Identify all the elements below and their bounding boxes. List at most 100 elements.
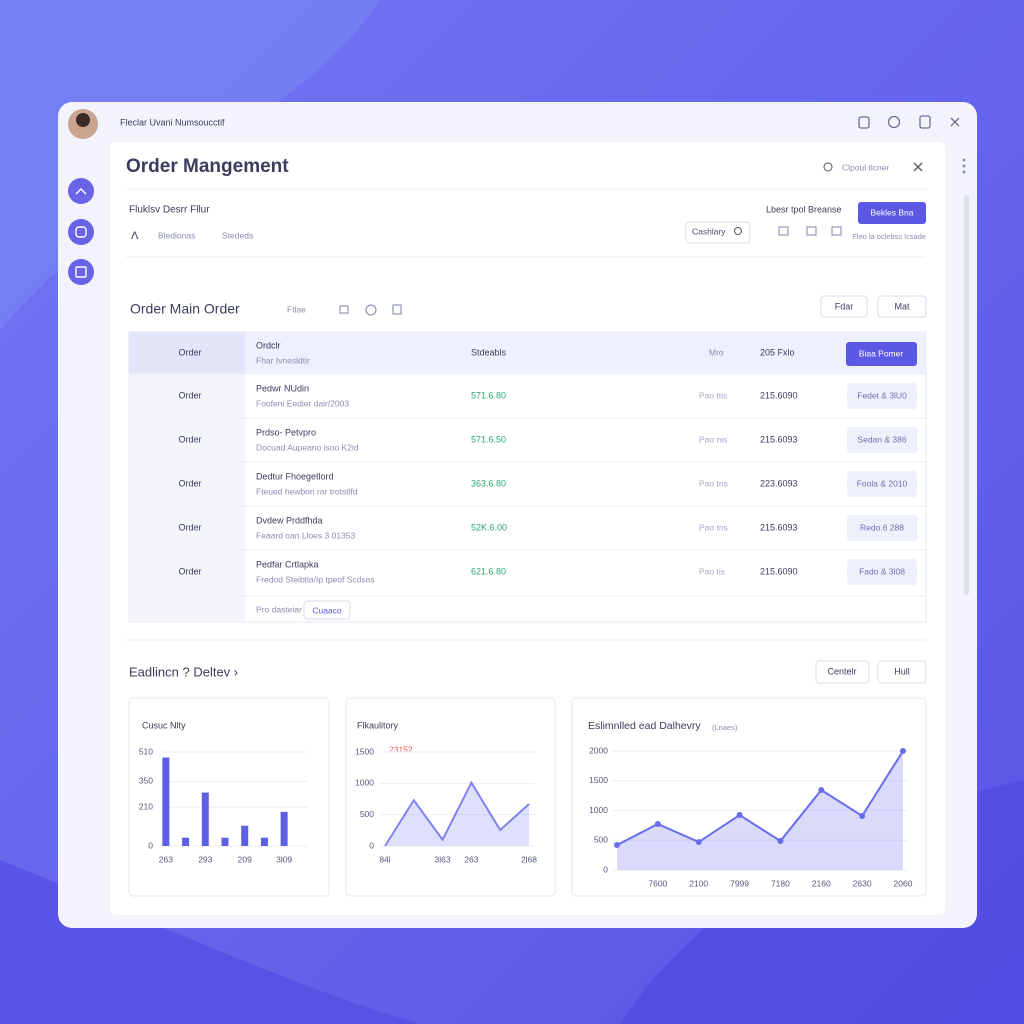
x-tick-label: 209 xyxy=(238,854,252,864)
section-title: Eadlincn ? Deltev › xyxy=(129,664,238,679)
icon[interactable] xyxy=(887,115,901,129)
nav-glyph xyxy=(75,188,87,195)
nav-icon[interactable] xyxy=(68,178,94,204)
icon[interactable] xyxy=(806,226,817,236)
bar xyxy=(221,837,229,846)
cell: Order xyxy=(178,566,201,576)
header-cell: Fhar Ivnesldtir xyxy=(256,355,310,365)
table-header xyxy=(129,332,245,374)
tab[interactable]: Stededs xyxy=(222,230,253,240)
dropdown-label: Cashlary xyxy=(692,226,726,236)
x-tick-label: 2060 xyxy=(894,878,913,888)
point xyxy=(654,821,661,828)
bar xyxy=(201,792,209,846)
point xyxy=(859,812,866,819)
button-label: Centelr xyxy=(827,666,856,676)
table-frame xyxy=(128,331,927,623)
row-button[interactable] xyxy=(847,471,917,497)
icon[interactable] xyxy=(919,115,931,129)
row-button[interactable] xyxy=(847,515,917,541)
icon[interactable] xyxy=(365,304,377,316)
button[interactable] xyxy=(303,600,351,620)
x-tick-label: 263 xyxy=(159,854,173,864)
search-input[interactable]: Clpoul tlcner xyxy=(842,162,889,172)
button-label: Cuaaco xyxy=(312,605,342,615)
cell: 571.6.50 xyxy=(471,434,506,444)
filter-label[interactable]: Ftlae xyxy=(287,304,306,314)
cell: Dvdew Prddfhda xyxy=(256,515,323,525)
x-tick-label: 2630 xyxy=(853,878,872,888)
y-tick-label: 1500 xyxy=(589,775,608,785)
x-tick-label: 7180 xyxy=(771,878,790,888)
search-icon[interactable] xyxy=(823,162,833,172)
button-label: Foola & 2010 xyxy=(857,478,908,488)
cell: Prdso- Petvpro xyxy=(256,427,316,437)
dropdown[interactable] xyxy=(685,221,751,244)
tab[interactable]: Bledlonas xyxy=(158,230,195,240)
bar xyxy=(241,825,249,846)
point xyxy=(900,748,906,754)
close-icon[interactable] xyxy=(913,162,923,172)
cell: Dedtur Fhoegetlord xyxy=(256,471,334,481)
x-tick-label: 84l xyxy=(379,854,390,864)
cell: 215.6093 xyxy=(760,522,798,532)
button[interactable] xyxy=(877,295,927,318)
cell: Foofeni Eedier dair/2003 xyxy=(256,398,349,408)
row-button[interactable] xyxy=(847,559,917,585)
icon[interactable] xyxy=(392,304,402,315)
bar xyxy=(280,811,288,846)
y-tick-label: 0 xyxy=(369,840,374,850)
area xyxy=(385,782,529,846)
header-cell: Stdeabls xyxy=(471,347,507,357)
chart-title: Flkaulitory xyxy=(357,720,399,730)
x-tick-label: 3l09 xyxy=(276,854,292,864)
button-label: Fdar xyxy=(835,301,854,311)
icon[interactable] xyxy=(778,226,789,236)
y-tick-label: 500 xyxy=(360,809,374,819)
row-button[interactable] xyxy=(847,427,917,453)
primary-button[interactable] xyxy=(846,342,917,366)
chart-title: Cusuc Nlty xyxy=(142,720,186,730)
nav-icon[interactable] xyxy=(68,259,94,285)
page-title: Order Mangement xyxy=(126,156,289,177)
point xyxy=(818,786,825,793)
cell: Pao tis xyxy=(699,566,725,576)
button-label: Sedan & 386 xyxy=(857,434,906,444)
cell: Pao nis xyxy=(699,434,727,444)
row-button[interactable] xyxy=(847,383,917,409)
line xyxy=(616,750,904,846)
button[interactable] xyxy=(820,295,868,318)
icon[interactable] xyxy=(339,305,349,314)
y-tick-label: 1000 xyxy=(589,805,608,815)
y-tick-label: 510 xyxy=(139,746,153,756)
point xyxy=(736,812,743,819)
cell: Pao ttis xyxy=(699,390,727,400)
button[interactable] xyxy=(815,660,870,684)
area xyxy=(617,751,903,870)
icon[interactable] xyxy=(831,226,842,236)
link[interactable]: Lbesr tpol Breanse xyxy=(766,204,842,214)
cell: Fredod Steibtla/Ip tpeof Scdsas xyxy=(256,574,375,584)
cell: Feaard oan Lloes 3 01353 xyxy=(256,530,356,540)
nav-icon[interactable] xyxy=(68,219,94,245)
bar xyxy=(182,837,190,846)
point xyxy=(695,839,702,846)
line xyxy=(384,780,530,847)
table-header xyxy=(245,332,926,374)
icon[interactable] xyxy=(858,116,870,129)
cell: 223.6093 xyxy=(760,478,798,488)
scrollbar[interactable] xyxy=(964,195,969,595)
bar xyxy=(162,757,170,846)
close-icon[interactable] xyxy=(950,117,960,127)
nav-glyph xyxy=(75,266,87,278)
cell: 215.6090 xyxy=(760,390,798,400)
cell: Order xyxy=(178,522,201,532)
y-tick-label: 210 xyxy=(139,802,153,812)
button[interactable] xyxy=(877,660,927,684)
primary-button[interactable] xyxy=(858,202,926,224)
cell: 215.6093 xyxy=(760,434,798,444)
y-tick-label: 2000 xyxy=(589,745,608,755)
cell: 215.6090 xyxy=(760,566,798,576)
button-label: Biaa Pomer xyxy=(859,348,904,358)
header-cell: Mro xyxy=(709,347,724,357)
